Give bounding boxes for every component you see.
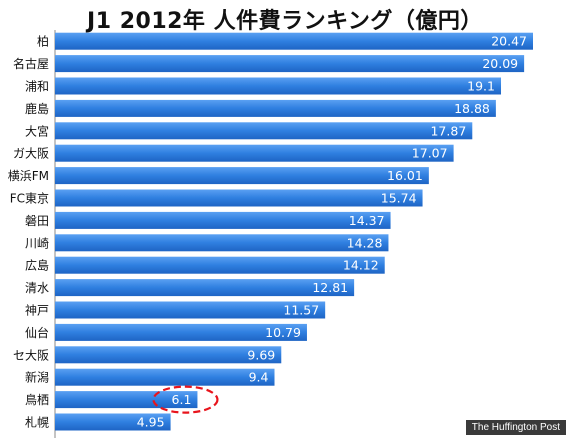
category-label: 磐田 <box>25 214 49 228</box>
bar <box>55 368 275 386</box>
bar <box>55 256 385 274</box>
bar <box>55 122 473 140</box>
chart-title: J1 2012年 人件費ランキング（億円） <box>87 9 483 34</box>
category-label: 浦和 <box>25 80 49 94</box>
bar <box>55 413 171 431</box>
value-label: 9.4 <box>249 370 269 385</box>
category-label: 名古屋 <box>13 56 49 71</box>
bar <box>55 323 307 341</box>
bar <box>55 346 282 364</box>
value-label: 14.12 <box>343 258 379 273</box>
bar <box>55 211 391 229</box>
bar <box>55 32 533 50</box>
credit-label: The Huffington Post <box>465 420 566 435</box>
value-label: 17.87 <box>430 123 466 138</box>
value-label: 11.57 <box>283 303 319 318</box>
value-label: 17.07 <box>412 146 448 161</box>
value-label: 12.81 <box>312 280 348 295</box>
bar <box>55 279 355 297</box>
bar <box>55 234 389 252</box>
category-label: ガ大阪 <box>13 147 49 161</box>
value-label: 10.79 <box>265 325 301 340</box>
value-label: 20.09 <box>482 56 518 71</box>
category-label: 柏 <box>37 34 49 49</box>
category-label: 大宮 <box>25 123 49 138</box>
value-label: 15.74 <box>381 191 417 206</box>
category-label: 鳥栖 <box>25 392 49 407</box>
category-label: 鹿島 <box>25 101 49 116</box>
bar <box>55 55 525 73</box>
bar <box>55 144 454 162</box>
value-label: 6.1 <box>172 392 192 407</box>
value-label: 14.28 <box>347 235 383 250</box>
value-label: 20.47 <box>491 34 527 49</box>
category-label: 札幌 <box>25 415 49 430</box>
bar <box>55 301 326 319</box>
value-label: 19.1 <box>467 79 495 94</box>
category-label: 清水 <box>25 281 49 295</box>
bar <box>55 167 429 185</box>
value-label: 9.69 <box>247 347 275 362</box>
value-label: 16.01 <box>387 168 423 183</box>
category-label: 神戸 <box>25 304 49 318</box>
bar <box>55 189 423 207</box>
bar <box>55 99 496 117</box>
category-label: 横浜FM <box>8 169 49 183</box>
category-label: セ大阪 <box>13 348 49 362</box>
value-label: 14.37 <box>349 213 385 228</box>
value-label: 18.88 <box>454 101 490 116</box>
bar <box>55 391 198 409</box>
category-label: FC東京 <box>10 192 49 206</box>
value-label: 4.95 <box>137 415 165 430</box>
category-label: 仙台 <box>25 325 49 340</box>
highlight-ellipse <box>152 385 219 414</box>
category-label: 新潟 <box>25 370 49 385</box>
category-label: 広島 <box>25 258 49 273</box>
category-label: 川崎 <box>25 236 49 250</box>
bar <box>55 77 502 95</box>
